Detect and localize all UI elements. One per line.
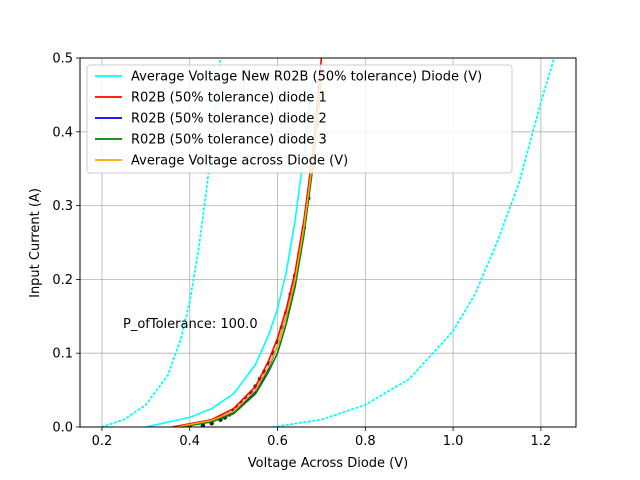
x-tick-label: 0.2 bbox=[92, 434, 113, 449]
y-tick-label: 0.1 bbox=[52, 347, 73, 362]
legend: Average Voltage New R02B (50% tolerance)… bbox=[86, 64, 513, 174]
plot-area bbox=[101, 58, 555, 427]
y-tick-label: 0.2 bbox=[52, 273, 73, 288]
series-line-2 bbox=[172, 58, 323, 427]
legend-label-4: R02B (50% tolerance) diode 3 bbox=[131, 133, 327, 148]
y-axis-ticks: 0.0 0.1 0.2 0.3 0.4 0.5 bbox=[52, 52, 80, 436]
y-tick-label: 0.0 bbox=[52, 421, 73, 436]
y-tick-label: 0.4 bbox=[52, 125, 73, 140]
x-tick-label: 0.8 bbox=[355, 434, 376, 449]
legend-label-2: R02B (50% tolerance) diode 1 bbox=[131, 91, 327, 106]
tolerance-annotation: P_ofTolerance: 100.0 bbox=[123, 317, 258, 332]
series-line-4 bbox=[180, 80, 323, 427]
x-axis-ticks: 0.2 0.4 0.6 0.8 1.0 1.2 bbox=[92, 427, 552, 449]
legend-label-1: Average Voltage New R02B (50% tolerance)… bbox=[131, 70, 482, 85]
series-line-5 bbox=[176, 72, 323, 427]
tolerance-bound-line-2 bbox=[272, 58, 555, 427]
y-tick-label: 0.5 bbox=[52, 52, 73, 67]
y-axis-label: Input Current (A) bbox=[28, 188, 43, 298]
y-tick-label: 0.3 bbox=[52, 199, 73, 214]
legend-label-5: Average Voltage across Diode (V) bbox=[131, 154, 348, 169]
series-layer bbox=[101, 58, 555, 427]
x-axis-label: Voltage Across Diode (V) bbox=[248, 456, 408, 471]
x-tick-label: 1.2 bbox=[531, 434, 552, 449]
x-tick-label: 0.6 bbox=[267, 434, 288, 449]
x-tick-label: 1.0 bbox=[443, 434, 464, 449]
x-tick-label: 0.4 bbox=[179, 434, 200, 449]
series-line-1 bbox=[145, 80, 314, 427]
legend-label-3: R02B (50% tolerance) diode 2 bbox=[131, 112, 327, 127]
axes-frame bbox=[79, 57, 577, 428]
legend-box bbox=[86, 64, 513, 174]
